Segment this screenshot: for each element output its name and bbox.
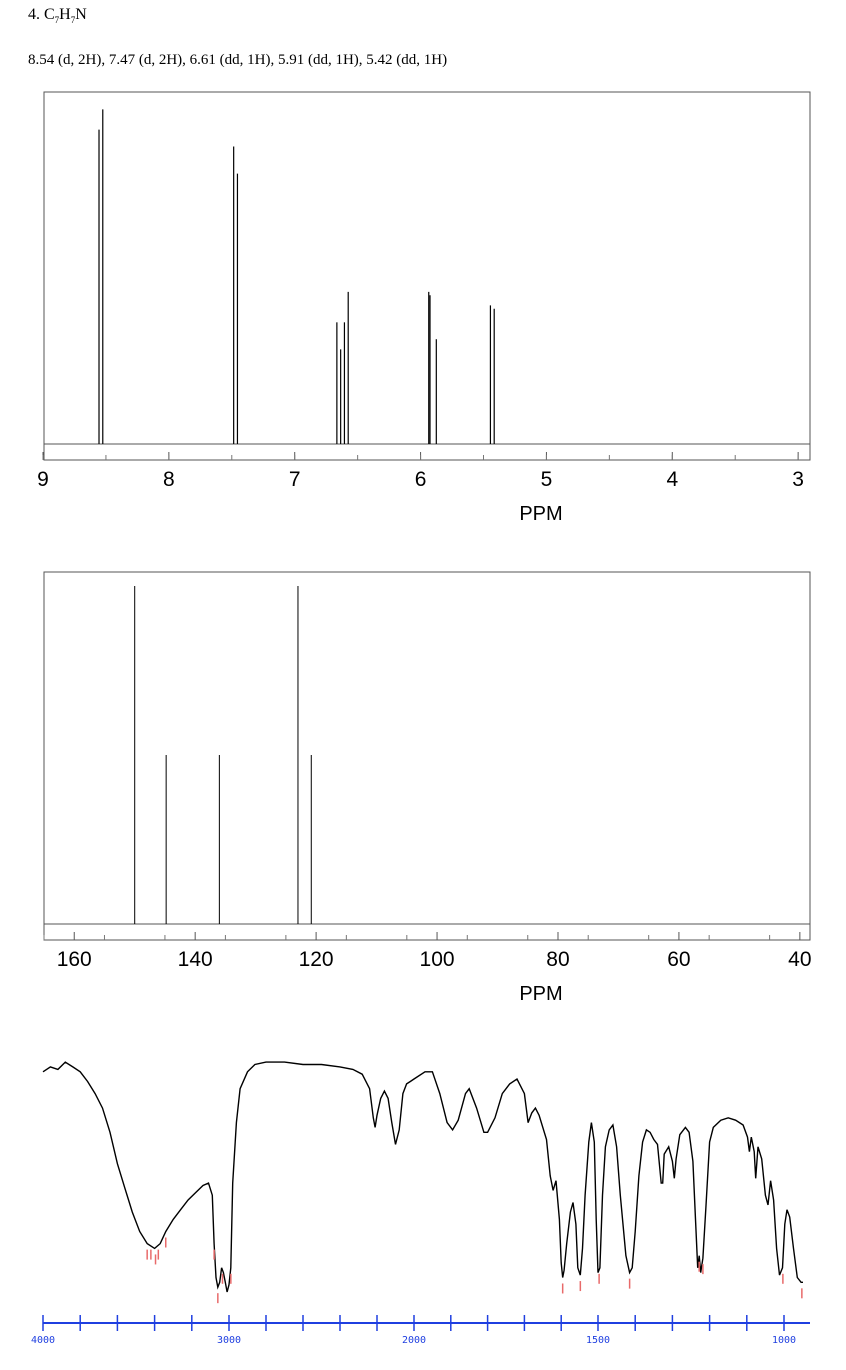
c-nmr-xlabel: PPM bbox=[519, 983, 562, 1005]
formula-c: C bbox=[44, 6, 55, 23]
cnmr-tick-label: 60 bbox=[667, 948, 690, 971]
cnmr-tick-label: 140 bbox=[178, 948, 213, 971]
ir-tick-label: 2000 bbox=[402, 1335, 426, 1346]
ir-tick-label: 1000 bbox=[772, 1335, 796, 1346]
cnmr-tick-label: 160 bbox=[57, 948, 92, 971]
ir-tick-label: 4000 bbox=[31, 1335, 55, 1346]
c-nmr-spectrum: 160 140 120 100 80 60 40 PPM bbox=[43, 571, 812, 1005]
problem-title: 4. C7H7N bbox=[28, 6, 87, 25]
cnmr-tick-label: 40 bbox=[788, 948, 811, 971]
hnmr-tick-label: 7 bbox=[289, 468, 301, 491]
cnmr-tick-label: 120 bbox=[299, 948, 334, 971]
ir-spectrum: 4000 3000 2000 1500 1000 bbox=[31, 1061, 810, 1346]
h-nmr-spectrum: 98765432 PPM bbox=[37, 91, 811, 525]
problem-number: 4. bbox=[28, 6, 40, 23]
hnmr-tick-label: 6 bbox=[415, 468, 427, 491]
ir-tick-label: 3000 bbox=[217, 1335, 241, 1346]
cnmr-tick-label: 100 bbox=[420, 948, 455, 971]
formula-n: N bbox=[75, 6, 87, 23]
formula-h: H bbox=[59, 6, 71, 23]
hnmr-tick-label: 3 bbox=[792, 468, 804, 491]
ir-tick-label: 1500 bbox=[586, 1335, 610, 1346]
ir-trace bbox=[42, 1061, 803, 1293]
formula-c-subscript: 7 bbox=[54, 15, 60, 26]
hnmr-tick-label: 8 bbox=[163, 468, 175, 491]
cnmr-tick-label: 80 bbox=[546, 948, 569, 971]
hnmr-tick-label: 9 bbox=[37, 468, 49, 491]
hnmr-tick-label: 5 bbox=[541, 468, 553, 491]
h-nmr-xlabel: PPM bbox=[519, 503, 562, 525]
h-nmr-frame bbox=[43, 91, 811, 461]
proton-peak-list: 8.54 (d, 2H), 7.47 (d, 2H), 6.61 (dd, 1H… bbox=[28, 52, 448, 68]
c-nmr-frame bbox=[43, 571, 811, 941]
hnmr-tick-label: 4 bbox=[666, 468, 678, 491]
formula-h-subscript: 7 bbox=[70, 15, 76, 26]
